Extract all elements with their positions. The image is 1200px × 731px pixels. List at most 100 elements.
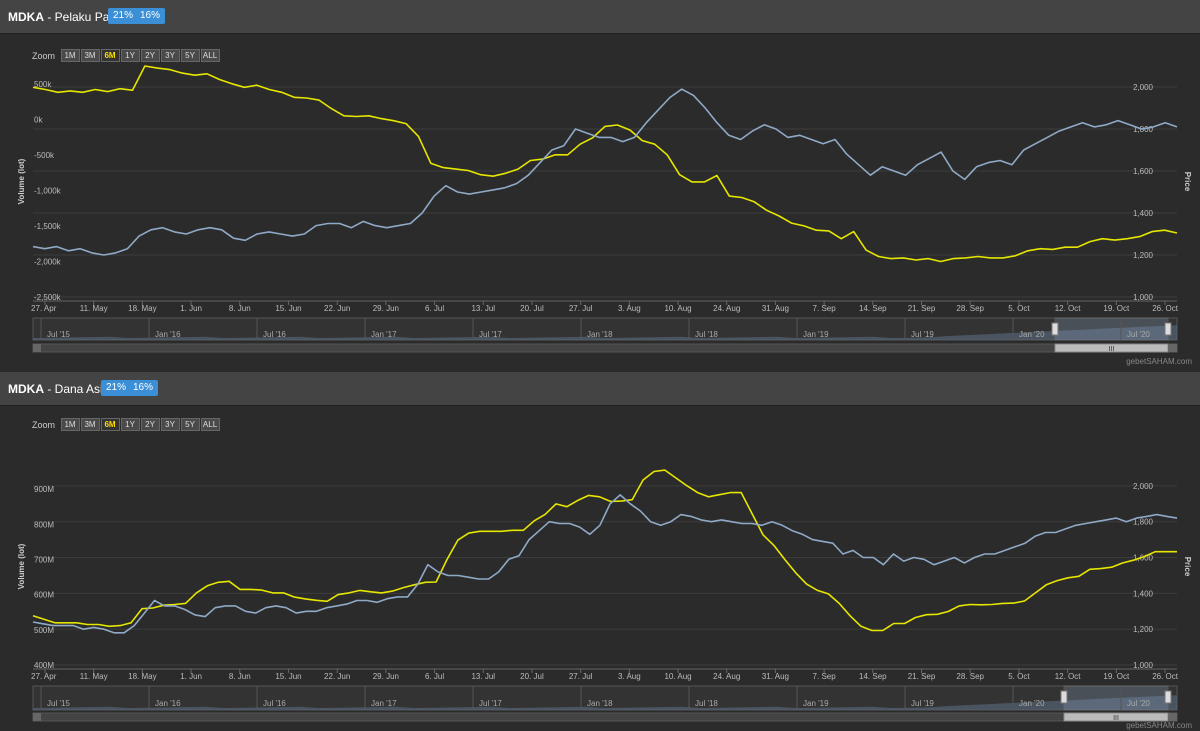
- x-axis-tick-label: 21. Sep: [908, 304, 936, 313]
- panel-header: MDKA - Pelaku Pasar 21% 16%: [0, 0, 1200, 34]
- chart-panel-pelaku-pasar: MDKA - Pelaku Pasar 21% 16% Zoom 1M 3M 6M 1…: [0, 0, 1200, 366]
- zoom-button-3m[interactable]: 3M: [80, 418, 100, 431]
- scrollbar-thumb: [1054, 343, 1169, 353]
- x-axis-tick-label: 7. Sep: [813, 304, 837, 313]
- x-axis-tick-label: 28. Sep: [956, 304, 984, 313]
- navigator-handle-right: [1164, 322, 1172, 336]
- zoom-button-3y[interactable]: 3Y: [160, 418, 180, 431]
- x-axis-tick-label: 29. Jun: [373, 672, 399, 681]
- x-axis-tick-label: 3. Aug: [618, 304, 641, 313]
- price-series-line: [32, 494, 1178, 634]
- x-axis-tick-label: 11. May: [80, 672, 108, 681]
- navigator-selection: [1063, 685, 1169, 711]
- y-axis-right-title: Price: [1183, 172, 1192, 192]
- zoom-button-5y[interactable]: 5Y: [180, 49, 200, 62]
- price-series-line: [32, 88, 1178, 256]
- navigator-date-label: Jan '20: [1019, 330, 1045, 339]
- x-axis-tick-label: 6. Jul: [425, 672, 444, 681]
- navigator-date-label: Jan '19: [803, 330, 829, 339]
- y-axis-right-tick-label: 1,600: [1133, 554, 1154, 563]
- x-axis-tick-label: 15. Jun: [275, 304, 301, 313]
- y-axis-right-tick-label: 1,400: [1133, 589, 1154, 598]
- navigator-selection: [1054, 317, 1169, 341]
- x-axis-tick-label: 5. Oct: [1008, 304, 1030, 313]
- x-axis-tick-label: 21. Sep: [908, 672, 936, 681]
- zoom-button-2y[interactable]: 2Y: [140, 418, 160, 431]
- navigator-date-label: Jul '17: [479, 699, 502, 708]
- panel-subtitle: - Dana Asing: [44, 382, 117, 396]
- volume-series-line: [32, 469, 1177, 632]
- y-axis-right-tick-label: 1,200: [1133, 625, 1154, 634]
- navigator-date-label: Jul '17: [479, 330, 502, 339]
- zoom-button-2y[interactable]: 2Y: [140, 49, 160, 62]
- x-axis-tick-label: 27. Jul: [569, 672, 593, 681]
- zoom-button-all[interactable]: ALL: [200, 418, 220, 431]
- y-axis-left-tick-label: 400M: [34, 661, 54, 670]
- x-axis-tick-label: 31. Aug: [762, 304, 789, 313]
- scrollbar-right-arrow: [1169, 713, 1177, 721]
- navigator-date-label: Jul '19: [911, 699, 934, 708]
- y-axis-left-tick-label: 800M: [34, 520, 54, 529]
- navigator-date-label: Jul '15: [47, 699, 70, 708]
- x-axis-tick-label: 10. Aug: [664, 304, 691, 313]
- y-axis-left-tick-label: 500k: [34, 80, 52, 89]
- x-axis-tick-label: 22. Jun: [324, 304, 350, 313]
- y-axis-left-tick-label: 500M: [34, 626, 54, 635]
- x-axis-tick-label: 13. Jul: [471, 304, 495, 313]
- badge-1[interactable]: 21%: [108, 8, 139, 24]
- x-axis-tick-label: 15. Jun: [275, 672, 301, 681]
- zoom-button-3m[interactable]: 3M: [80, 49, 100, 62]
- x-axis-tick-label: 1. Jun: [180, 304, 202, 313]
- x-axis-tick-label: 8. Jun: [229, 304, 251, 313]
- navigator-date-label: Jul '16: [263, 699, 286, 708]
- navigator-date-label: Jul '16: [263, 330, 286, 339]
- scrollbar-left-arrow: [33, 713, 41, 721]
- x-axis-tick-label: 11. May: [80, 304, 108, 313]
- zoom-label: Zoom: [32, 50, 56, 61]
- navigator-date-label: Jul '19: [911, 330, 934, 339]
- zoom-button-6m[interactable]: 6M: [100, 418, 120, 431]
- y-axis-right-title: Price: [1183, 557, 1192, 577]
- zoom-label: Zoom: [32, 419, 56, 430]
- y-axis-left-title: Volume (lot): [17, 158, 26, 204]
- zoom-button-1y[interactable]: 1Y: [120, 49, 140, 62]
- x-axis-tick-label: 18. May: [128, 304, 156, 313]
- navigator-date-label: Jan '18: [587, 699, 613, 708]
- scrollbar-grip: III: [1113, 715, 1119, 722]
- zoom-button-1y[interactable]: 1Y: [120, 418, 140, 431]
- volume-series-line: [32, 65, 1178, 263]
- ticker-label: MDKA: [8, 382, 44, 396]
- scrollbar-left-arrow: [33, 344, 41, 352]
- navigator-date-label: Jul '20: [1127, 330, 1150, 339]
- x-axis-tick-label: 27. Apr: [31, 672, 57, 681]
- badge-1[interactable]: 21%: [101, 380, 132, 396]
- scrollbar-track: [32, 712, 1178, 722]
- x-axis-tick-label: 10. Aug: [664, 672, 691, 681]
- navigator-series: [33, 695, 1177, 710]
- y-axis-left-tick-label: 700M: [34, 555, 54, 564]
- zoom-button-all[interactable]: ALL: [200, 49, 220, 62]
- x-axis-tick-label: 22. Jun: [324, 672, 350, 681]
- y-axis-left-tick-label: 600M: [34, 591, 54, 600]
- x-axis-tick-label: 20. Jul: [520, 304, 544, 313]
- zoom-button-3y[interactable]: 3Y: [160, 49, 180, 62]
- badge-2[interactable]: 16%: [135, 8, 166, 24]
- line-chart: 2,0001,8001,6001,4001,2001,000500k0k-500…: [17, 65, 1192, 353]
- x-axis-tick-label: 19. Oct: [1103, 672, 1130, 681]
- zoom-button-5y[interactable]: 5Y: [180, 418, 200, 431]
- navigator-date-label: Jul '18: [695, 330, 718, 339]
- zoom-button-1m[interactable]: 1M: [60, 49, 80, 62]
- y-axis-right-tick-label: 2,000: [1133, 482, 1154, 491]
- badge-2[interactable]: 16%: [128, 380, 159, 396]
- navigator-date-label: Jan '17: [371, 330, 397, 339]
- zoom-button-6m[interactable]: 6M: [100, 49, 120, 62]
- navigator-date-label: Jan '20: [1019, 699, 1045, 708]
- navigator-date-label: Jan '19: [803, 699, 829, 708]
- y-axis-left-tick-label: -1,000k: [34, 186, 62, 195]
- zoom-button-1m[interactable]: 1M: [60, 418, 80, 431]
- scrollbar-thumb: [1063, 712, 1169, 722]
- navigator-date-label: Jan '16: [155, 330, 181, 339]
- chart-panel-dana-asing: MDKA - Dana Asing 21% 16% Zoom 1M 3M 6M 1Y 2…: [0, 372, 1200, 731]
- panel-header: MDKA - Dana Asing 21% 16%: [0, 372, 1200, 406]
- y-axis-right-tick-label: 1,600: [1133, 167, 1154, 176]
